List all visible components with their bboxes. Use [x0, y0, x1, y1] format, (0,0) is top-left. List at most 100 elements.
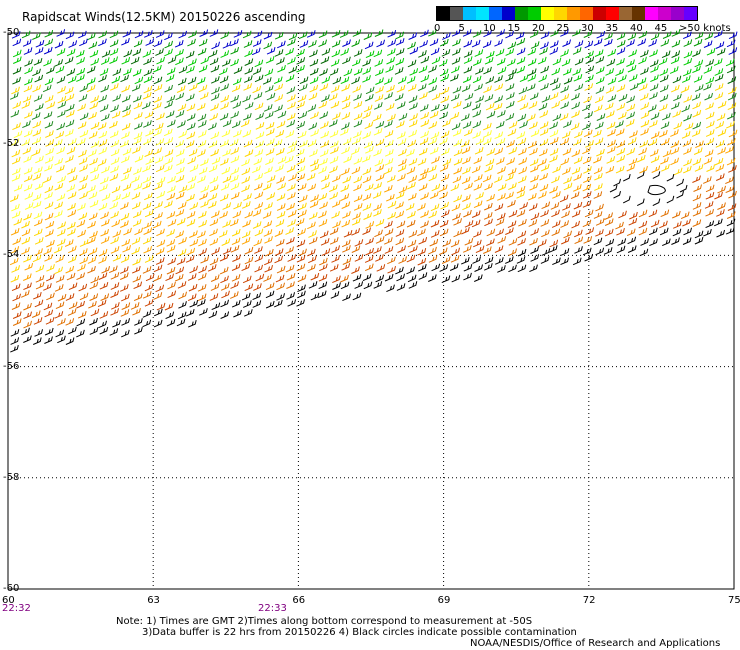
wind-barb: [230, 94, 239, 103]
wind-barb: [166, 318, 176, 327]
wind-barb: [68, 245, 77, 254]
wind-barb: [694, 31, 704, 40]
wind-barb: [550, 202, 560, 210]
wind-barb: [153, 84, 163, 92]
wind-barb: [185, 255, 195, 263]
wind-barb: [676, 190, 684, 199]
wind-barb: [595, 218, 605, 226]
wind-barb: [375, 274, 385, 283]
wind-barb: [186, 193, 195, 202]
wind-barb: [679, 184, 688, 193]
wind-barb: [691, 93, 701, 101]
wind-barb: [483, 122, 492, 131]
wind-barb: [692, 65, 701, 74]
wind-barb: [156, 302, 166, 311]
wind-barb: [342, 56, 351, 65]
wind-barb: [672, 210, 681, 219]
wind-barb: [593, 191, 603, 199]
wind-barb: [671, 29, 681, 37]
wind-barb: [134, 318, 143, 326]
wind-barb: [122, 104, 131, 113]
wind-barb: [529, 92, 539, 101]
wind-barb: [517, 113, 527, 122]
wind-barb: [68, 301, 78, 310]
wind-barb: [398, 148, 407, 157]
wind-barb: [704, 92, 713, 101]
wind-barb: [494, 175, 503, 183]
wind-barb: [276, 210, 286, 219]
wind-barb: [318, 100, 328, 109]
wind-barb: [406, 254, 416, 263]
wind-barb: [166, 211, 176, 219]
wind-barb: [298, 31, 308, 40]
wind-barb: [341, 167, 350, 176]
wind-barb: [518, 86, 528, 95]
wind-barb: [332, 282, 341, 290]
wind-barb: [10, 329, 20, 337]
wind-barb: [330, 140, 339, 149]
wind-barb: [76, 67, 86, 76]
wind-barb: [649, 92, 658, 100]
wind-barb: [265, 300, 275, 309]
wind-barb: [508, 264, 517, 273]
wind-barb: [86, 84, 96, 93]
wind-barb: [462, 75, 472, 83]
wind-barb: [494, 131, 504, 140]
wind-barb: [132, 146, 141, 154]
wind-barb: [682, 139, 692, 147]
wind-barb: [485, 102, 495, 111]
wind-barb: [439, 264, 449, 272]
wind-barb: [89, 317, 98, 326]
wind-barb: [715, 41, 725, 49]
wind-barb: [473, 239, 482, 248]
wind-barb: [244, 309, 253, 317]
wind-barb: [186, 65, 195, 74]
wind-barb: [220, 50, 230, 58]
wind-barb: [122, 244, 131, 253]
wind-barb: [505, 48, 515, 56]
wind-barb: [164, 100, 173, 109]
island-outline: [647, 184, 666, 196]
wind-barb: [98, 272, 108, 280]
wind-barb: [561, 131, 571, 139]
wind-barb: [164, 200, 173, 209]
legend-swatch: [450, 7, 463, 20]
wind-barb: [286, 272, 296, 281]
wind-barb: [287, 254, 297, 262]
wind-barb: [420, 167, 429, 176]
wind-barb: [252, 221, 262, 229]
wind-barb: [572, 28, 581, 37]
wind-barb: [616, 147, 626, 156]
wind-barb: [286, 119, 296, 128]
wind-barb: [431, 56, 441, 65]
wind-barb: [12, 76, 21, 85]
wind-barb: [365, 221, 375, 229]
wind-barb: [67, 167, 76, 175]
wind-barb: [473, 230, 482, 238]
wind-barb: [265, 282, 275, 291]
wind-barb: [329, 184, 338, 193]
wind-barb: [197, 47, 207, 56]
wind-barb: [319, 149, 329, 157]
wind-barb: [638, 220, 648, 229]
wind-barb: [176, 166, 185, 175]
wind-barb: [673, 221, 682, 229]
wind-barb: [13, 183, 23, 192]
wind-barb: [342, 245, 351, 253]
wind-barb: [134, 30, 144, 39]
wind-barb: [164, 302, 174, 311]
wind-barb: [453, 138, 463, 147]
wind-barb: [428, 65, 437, 73]
wind-barb: [560, 220, 569, 228]
wind-barb: [131, 237, 141, 245]
wind-barb: [186, 247, 196, 256]
wind-barb: [452, 38, 461, 47]
wind-barb: [23, 302, 32, 311]
wind-barb: [418, 272, 428, 280]
wind-barb: [44, 156, 54, 164]
wind-barb: [615, 68, 624, 77]
wind-barb: [471, 210, 481, 218]
wind-barb: [166, 266, 176, 275]
wind-barb: [318, 39, 327, 48]
wind-barb: [111, 302, 120, 310]
